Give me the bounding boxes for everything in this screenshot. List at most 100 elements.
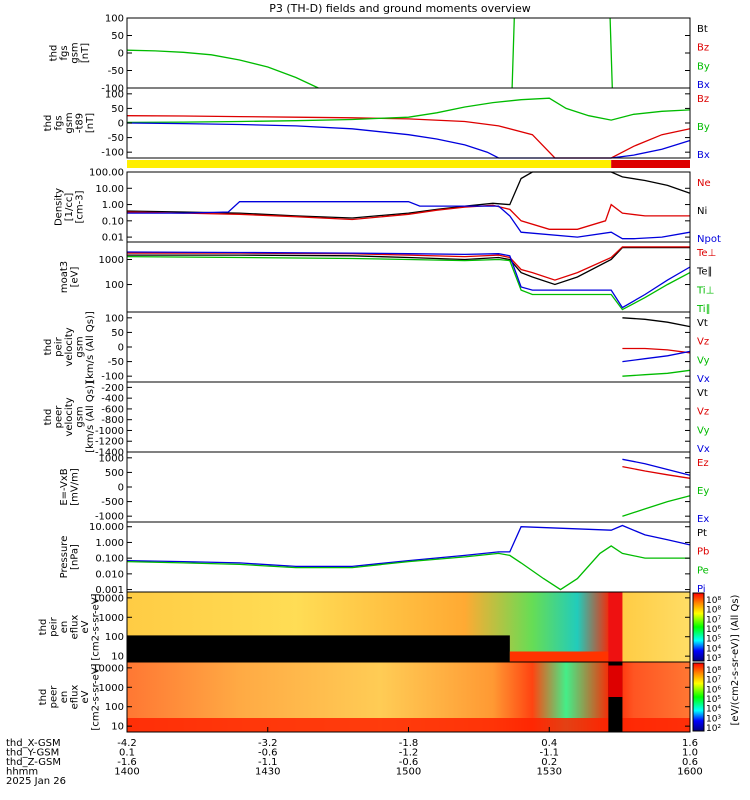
y-axis-label: gsm (75, 336, 86, 357)
colorbar-tick-label: 10⁶ (706, 625, 721, 635)
y-tick-label: 0 (118, 119, 124, 130)
legend-entry: Vy (697, 355, 710, 366)
colorbar-tick-label: 10⁴ (706, 705, 721, 715)
x-tick-label: -1.8 (399, 738, 419, 749)
y-axis-label: [mV/m] (69, 468, 80, 506)
y-tick-label: 10.000 (89, 522, 124, 533)
y-axis-label: en (59, 621, 70, 634)
y-axis-label: [cm2-s-sr-eV] (90, 663, 101, 730)
series-line-ne-1 (126, 203, 690, 230)
y-tick-label: 100 (105, 280, 124, 291)
series-line-by-0 (126, 49, 319, 89)
series-line-ni-0 (126, 171, 691, 219)
spectrogram-gap-fill (608, 665, 623, 697)
panel-10: 10000 1000 100 10 thd peer en eflux eV [cm2-s-sr-… (38, 661, 691, 733)
colorbar-tick-label: 10² (706, 724, 721, 734)
colorbar-tick-label: 10⁸ (706, 596, 721, 606)
y-axis-label: peir (48, 616, 59, 636)
series-line-by-1 (126, 97, 691, 124)
legend-entry: Vt (697, 388, 708, 399)
y-tick-label: 100 (105, 14, 124, 25)
mode-bar (127, 160, 690, 168)
y-tick-label: -1000 (95, 426, 124, 437)
y-tick-label: 50 (111, 328, 124, 339)
legend-entry: Bz (697, 43, 709, 54)
x-tick-label: -0.6 (258, 748, 278, 759)
y-axis-label: eflux (69, 615, 80, 640)
series-line-npot-2 (127, 201, 691, 240)
x-tick-label: 1400 (114, 767, 139, 778)
colorbar-tick-label: 10⁷ (706, 615, 721, 625)
colorbar-title: [eV/(cm2-s-sr-eV)] (All Qs) (730, 594, 741, 725)
legend-entry: Bx (697, 80, 710, 91)
date-label: 2025 Jan 26 (6, 776, 66, 787)
legend-entry: Ez (697, 458, 709, 469)
y-tick-label: 0.100 (95, 554, 124, 565)
series-line-by-2 (609, 17, 613, 89)
y-axis-label: Pressure (59, 536, 70, 579)
mode-bar-segment (611, 160, 690, 168)
y-tick-label: -600 (101, 404, 124, 415)
y-axis-label: eflux (69, 685, 80, 710)
series-line-pe-1 (126, 545, 690, 591)
y-tick-label: 10000 (92, 663, 124, 674)
y-tick-label: -50 (108, 66, 124, 77)
y-axis-label: fgs (59, 45, 70, 60)
y-axis-label: Density (54, 188, 65, 226)
y-axis-label: [nT] (80, 43, 91, 63)
series-line-ti-2 (126, 255, 691, 311)
panel-frame (126, 17, 691, 89)
series-line-ti-3 (126, 251, 691, 309)
colorbar-tick-label: 10⁶ (706, 685, 721, 695)
series-line-vz-1 (622, 347, 691, 354)
y-tick-label: -800 (101, 415, 124, 426)
x-tick-label: -1.1 (258, 757, 278, 768)
y-tick-label: 50 (111, 31, 124, 42)
x-tick-label: 1430 (255, 767, 280, 778)
legend-entry: Ey (697, 486, 709, 497)
x-row-label: thd_Y-GSM (6, 748, 59, 759)
y-tick-label: 100 (105, 702, 124, 713)
y-tick-label: 1000 (99, 613, 124, 624)
legend-entry: Bt (697, 24, 708, 35)
legend-entry: Te∥ (696, 267, 713, 278)
panel-9: 10000 1000 100 10 thd peir en eflux eV [cm2-s-sr-… (38, 591, 691, 663)
legend-entry: Vt (697, 318, 708, 329)
y-tick-label: 1000 (99, 453, 124, 464)
panel-2: 100 50 0 -50 -100 thd fgs gsm -t89 [nT] Bz By Bx (43, 87, 710, 161)
y-tick-label: 0.010 (95, 569, 124, 580)
y-tick-label: 1000 (99, 255, 124, 266)
x-tick-label: 0.1 (119, 748, 135, 759)
y-axis-label: gsm (64, 112, 75, 133)
colorbar-gradient (692, 592, 705, 662)
panel-frame (126, 87, 691, 159)
panel-3: 100.00 10.00 1.00 0.10 0.01 Density [1/cc] [cm-… (54, 168, 721, 246)
colorbar-tick-label: 10³ (706, 714, 721, 724)
legend-entry: By (697, 61, 710, 72)
y-axis-label: thd (43, 115, 54, 132)
x-tick-label: -1.1 (539, 748, 559, 759)
y-axis-label: peir (54, 336, 65, 356)
panel-frame (126, 381, 691, 453)
y-tick-label: 100 (105, 89, 124, 100)
legend-entry: Pi (697, 584, 706, 595)
legend-entry: Pb (697, 547, 709, 558)
mode-bar-segment (127, 160, 612, 168)
legend-entry: Npot (697, 234, 721, 245)
y-axis-label: thd (43, 339, 54, 356)
y-axis-label: [eV] (69, 267, 80, 288)
y-axis-label: [km/s (All Qs)] (85, 381, 96, 453)
y-tick-label: 0 (118, 483, 124, 494)
x-tick-label: 0.6 (682, 757, 698, 768)
y-tick-label: -50 (108, 133, 124, 144)
legend-entry: Vx (697, 444, 710, 455)
y-tick-label: 100 (105, 632, 124, 643)
panel-4: 1000 100 moat3 [eV] Te⊥ Te∥ Ti⊥ Ti∥ (59, 241, 716, 315)
series-line-te-1 (127, 246, 690, 281)
y-tick-label: -50 (108, 357, 124, 368)
y-axis-label: velocity (64, 327, 75, 366)
legend-entry: Ne (697, 178, 711, 189)
legend-entry: Pe (697, 565, 709, 576)
